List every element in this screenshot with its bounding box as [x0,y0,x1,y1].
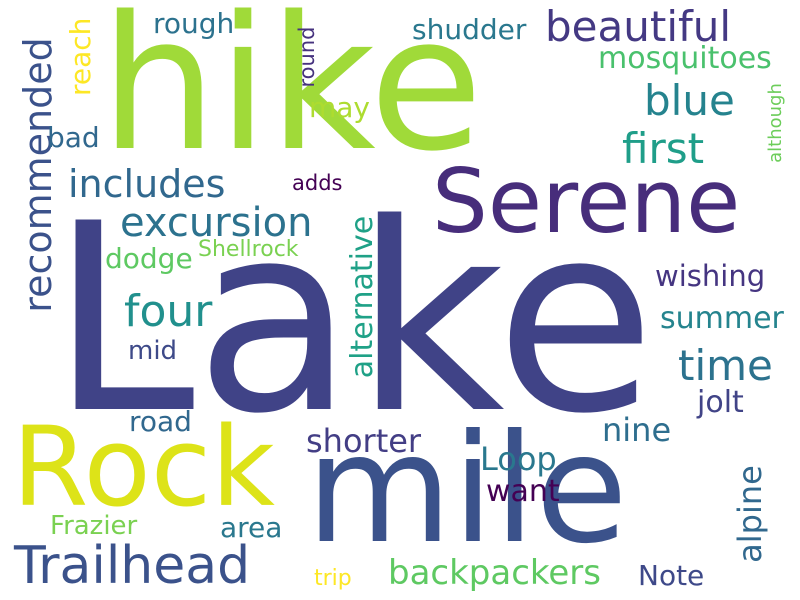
word-reach: reach [64,17,97,96]
word-summer: summer [660,301,784,336]
word-time: time [678,341,773,390]
word-includes: includes [68,162,226,206]
word-shellrock: Shellrock [198,237,299,262]
word-serene: Serene [432,150,741,253]
word-may: may [309,91,371,124]
word-trip: trip [314,566,352,591]
word-loop: Loop [480,440,557,478]
word-four: four [124,286,213,337]
word-hike: hike [100,0,484,192]
word-trailhead: Trailhead [14,536,251,596]
word-frazier: Frazier [50,511,138,541]
word-jolt: jolt [697,385,744,420]
word-dodge: dodge [105,242,193,275]
word-first: first [622,124,705,173]
word-mid: mid [128,336,178,366]
word-road: road [129,405,192,438]
word-area: area [220,511,283,544]
word-although: although [765,83,786,163]
word-shudder: shudder [412,13,527,46]
word-backpackers: backpackers [388,553,601,593]
word-wishing: wishing [655,259,766,293]
word-bad: bad [47,121,100,154]
word-adds: adds [292,171,343,195]
word-lake: Lake [50,169,656,471]
word-alternative: alternative [345,215,380,379]
word-round: round [295,26,319,88]
word-rock: Rock [12,403,275,531]
word-nine: nine [602,411,672,449]
word-alpine: alpine [731,465,769,563]
word-mosquitoes: mosquitoes [598,41,772,76]
word-want: want [486,474,560,509]
word-note: Note [638,559,705,592]
word-beautiful: beautiful [545,2,732,51]
word-excursion: excursion [120,200,313,246]
word-shorter: shorter [306,422,422,460]
word-rough: rough [153,7,235,40]
word-recommended: recommended [16,37,60,313]
word-blue: blue [644,76,735,125]
word-mile: mile [306,403,628,577]
